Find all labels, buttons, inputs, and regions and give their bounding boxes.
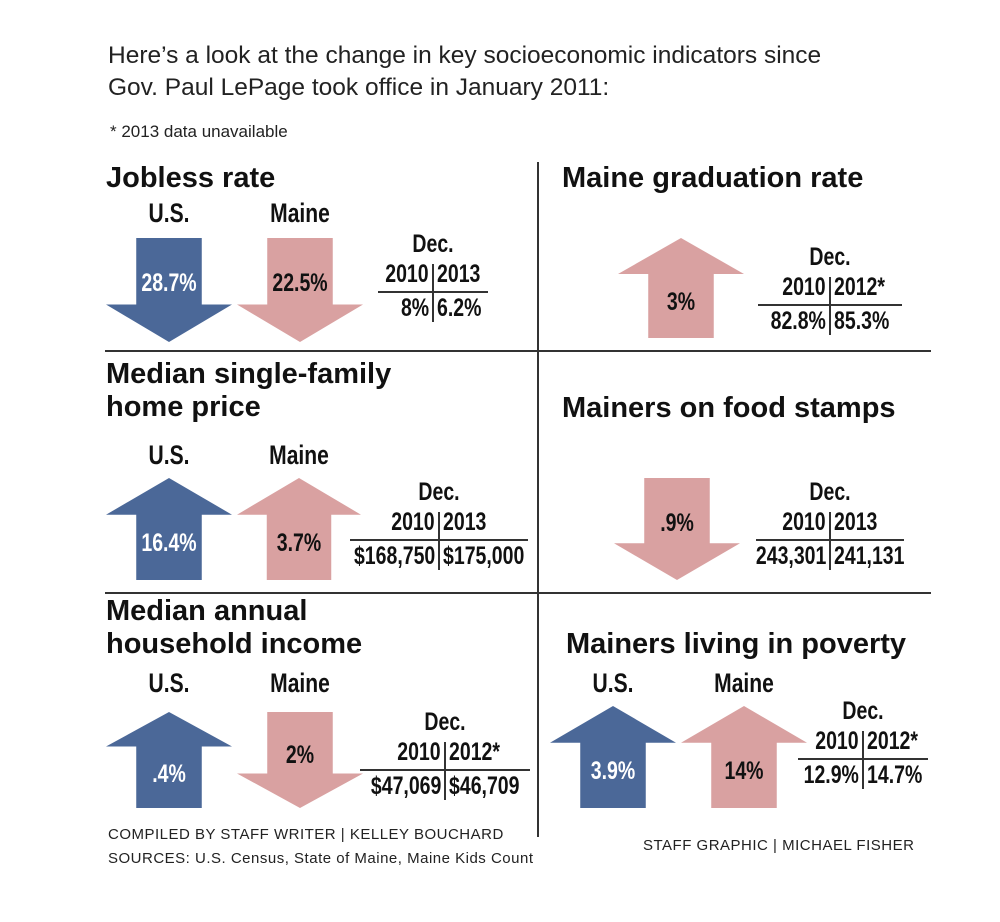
arrow-shape	[618, 238, 744, 338]
arrow-value: .9%	[660, 508, 694, 537]
compiled-credit: COMPILED BY STAFF WRITER | KELLEY BOUCHA…	[108, 826, 504, 843]
data-table: Dec. 2010 2013 243,301 241,131	[756, 478, 904, 573]
table-rule	[829, 277, 831, 335]
arrow-down-icon	[237, 238, 363, 342]
arrow-shape	[106, 478, 232, 580]
arrow-down-icon	[614, 478, 740, 580]
data-table: Dec. 2010 2012* 82.8% 85.3%	[758, 243, 902, 338]
row-divider	[105, 592, 931, 594]
arrow-value: .4%	[152, 760, 186, 788]
table-cell: 6.2%	[437, 294, 482, 322]
table-cell: $168,750	[353, 542, 435, 570]
table-cell: 2013	[834, 508, 878, 536]
table-cell: 14.7%	[867, 761, 923, 789]
table-cell: 2012*	[449, 738, 500, 766]
table-cell: $46,709	[449, 772, 520, 800]
footnote: * 2013 data unavailable	[110, 122, 288, 141]
region-label: U.S.	[148, 440, 190, 470]
arrow-value: 14%	[724, 757, 764, 785]
arrow-shape	[237, 238, 363, 342]
arrow-shape	[681, 706, 807, 808]
arrow-value: 3.7%	[276, 529, 322, 557]
arrow-up-icon	[106, 712, 232, 808]
arrow-down-icon	[237, 712, 363, 808]
panel-title: household income	[106, 628, 363, 660]
table-cell: 2010	[391, 508, 435, 536]
region-label: Maine	[269, 440, 329, 470]
region-label: Maine	[270, 668, 330, 698]
arrow-value: 3%	[666, 288, 696, 316]
row-divider	[105, 350, 931, 352]
arrow-value: 28.7%	[141, 269, 197, 298]
table-cell: 2013	[437, 260, 481, 288]
table-cell: 82.8%	[770, 307, 826, 335]
table-rule	[438, 512, 440, 570]
table-rule	[444, 742, 446, 800]
table-header: Dec.	[809, 243, 851, 271]
table-rule	[862, 731, 864, 789]
arrow-shape	[106, 712, 232, 808]
panel-title: Mainers on food stamps	[562, 392, 896, 424]
table-header: Dec.	[842, 697, 884, 725]
arrow-shape	[614, 478, 740, 580]
table-cell: 2012*	[867, 727, 918, 755]
arrow-up-icon	[681, 706, 807, 808]
table-cell: 12.9%	[803, 761, 859, 789]
arrow-up-icon	[618, 238, 744, 338]
arrow-up-icon	[106, 478, 232, 580]
table-header: Dec.	[412, 230, 454, 258]
table-cell: $47,069	[370, 772, 441, 800]
data-table: Dec. 2010 2013 $168,750 $175,000	[350, 478, 528, 573]
region-label: U.S.	[148, 198, 190, 228]
region-label: U.S.	[592, 668, 634, 698]
table-rule	[829, 512, 831, 570]
table-cell: 2010	[385, 260, 429, 288]
table-cell: 2010	[782, 508, 826, 536]
table-cell: 243,301	[755, 542, 826, 570]
table-rule	[432, 264, 434, 322]
panel-title: Median annual	[106, 595, 308, 627]
table-cell: 2010	[397, 738, 441, 766]
table-cell: 241,131	[834, 542, 905, 570]
table-cell: $175,000	[443, 542, 525, 570]
region-label: Maine	[270, 198, 330, 228]
panel-title: home price	[106, 391, 261, 423]
arrow-value: 3.9%	[590, 757, 636, 785]
table-cell: 2012*	[834, 273, 885, 301]
intro-text: Here’s a look at the change in key socio…	[108, 40, 821, 104]
sources-credit: SOURCES: U.S. Census, State of Maine, Ma…	[108, 850, 534, 867]
panel-title: Jobless rate	[106, 162, 276, 194]
panel-title: Median single-family	[106, 358, 392, 390]
arrow-shape	[237, 478, 361, 580]
arrow-down-icon	[106, 238, 232, 342]
table-cell: 2010	[815, 727, 859, 755]
table-header: Dec.	[424, 708, 466, 736]
arrow-up-icon	[237, 478, 361, 580]
arrow-shape	[106, 238, 232, 342]
intro-line: Gov. Paul LePage took office in January …	[108, 74, 610, 101]
arrow-up-icon	[550, 706, 676, 808]
panel-title: Mainers living in poverty	[566, 628, 907, 660]
column-divider	[537, 162, 539, 837]
region-label: Maine	[714, 668, 774, 698]
data-table: Dec. 2010 2012* $47,069 $46,709	[360, 708, 530, 803]
data-table: Dec. 2010 2012* 12.9% 14.7%	[798, 697, 928, 792]
table-cell: 8%	[400, 294, 429, 322]
arrow-shape	[550, 706, 676, 808]
arrow-value: 16.4%	[141, 529, 197, 557]
arrow-shape	[237, 712, 363, 808]
data-table: Dec. 2010 2013 8% 6.2%	[378, 230, 488, 325]
table-cell: 85.3%	[834, 307, 890, 335]
panel-title: Maine graduation rate	[562, 162, 864, 194]
arrow-value: 22.5%	[272, 269, 328, 298]
table-cell: 2013	[443, 508, 487, 536]
intro-line: Here’s a look at the change in key socio…	[108, 42, 822, 69]
arrow-value: 2%	[285, 740, 315, 769]
table-cell: 2010	[782, 273, 826, 301]
table-header: Dec.	[418, 478, 460, 506]
region-label: U.S.	[148, 668, 190, 698]
graphic-credit: STAFF GRAPHIC | MICHAEL FISHER	[643, 837, 915, 854]
table-header: Dec.	[809, 478, 851, 506]
